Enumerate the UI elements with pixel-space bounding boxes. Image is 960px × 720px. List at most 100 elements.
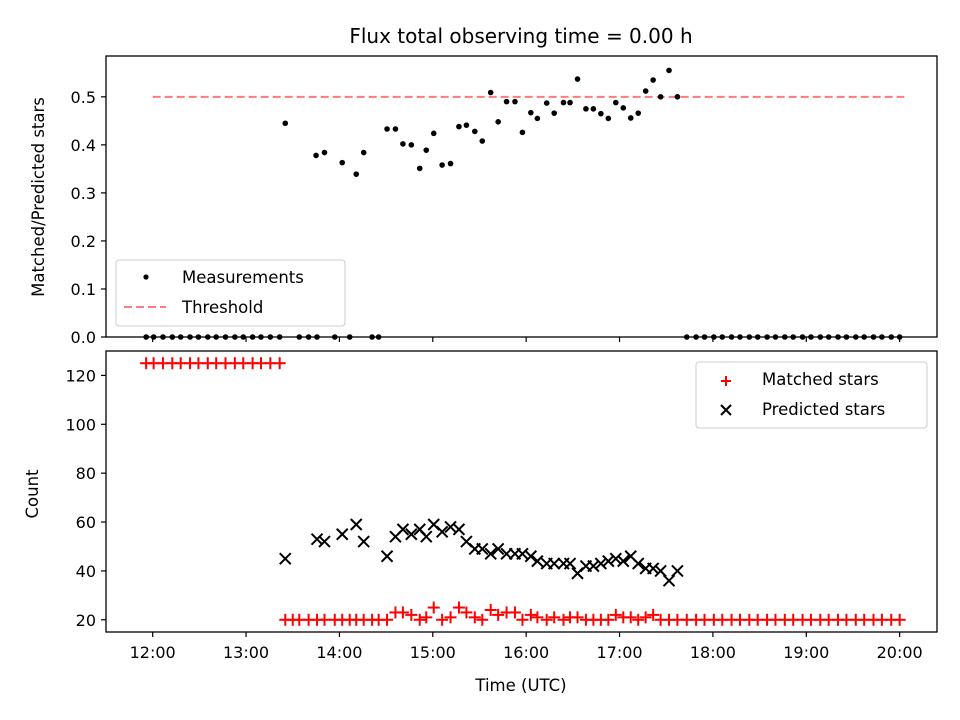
bottom-legend: Matched stars Predicted stars	[695, 361, 928, 429]
legend-matched-marker	[721, 376, 731, 386]
measurement-point	[560, 99, 567, 106]
matched-star-point	[405, 608, 418, 621]
measurement-point	[392, 126, 399, 132]
measurement-point	[177, 334, 184, 340]
measurement-point	[282, 120, 289, 127]
matched-star-point	[318, 613, 331, 626]
measurement-point	[711, 334, 717, 340]
measurement-point	[764, 334, 770, 340]
top-y-axis-label: Matched/Predicted stars	[29, 97, 48, 297]
predicted-star-point	[484, 547, 497, 561]
predicted-star-point	[350, 518, 363, 531]
measurement-point	[416, 165, 423, 172]
predicted-star-point	[396, 523, 410, 536]
matched-star-point	[396, 606, 409, 619]
measurement-point	[150, 334, 157, 340]
x-tick-label: 12:00	[130, 643, 176, 662]
bottom-y-tick-label: 80	[76, 464, 96, 483]
measurement-point	[213, 334, 219, 340]
legend-matched-label: Matched stars	[762, 370, 879, 389]
measurement-point	[701, 334, 708, 340]
x-tick-label: 18:00	[690, 643, 736, 662]
bottom-legend-box	[695, 361, 928, 429]
predicted-star-point	[632, 557, 645, 570]
predicted-star-point	[531, 554, 544, 568]
measurement-point	[160, 334, 166, 340]
bottom-panel: 20 40 60 80 100 120 12:00 13:00 14:00 15:00 16:00…	[23, 350, 938, 695]
predicted-star-point	[524, 550, 538, 563]
matched-star-point	[460, 606, 473, 619]
measurement-point	[487, 89, 494, 96]
measurement-point	[187, 334, 193, 340]
measurement-point	[728, 334, 735, 340]
matched-star-point	[548, 611, 561, 624]
measurement-point	[879, 334, 885, 340]
top-y-tick-label: 0.5	[71, 88, 96, 107]
matched-star-point	[540, 613, 553, 626]
measurement-point	[479, 138, 486, 144]
measurement-point	[512, 98, 518, 105]
measurement-point	[835, 334, 841, 340]
measurement-point	[808, 334, 814, 340]
predicted-star-point	[336, 528, 349, 541]
matched-star-point	[571, 611, 584, 624]
measurement-point	[353, 171, 360, 177]
measurement-point	[650, 77, 656, 83]
predicted-star-point	[405, 528, 418, 541]
top-panel: 0.0 0.1 0.2 0.3 0.4 0.5 Matched/Predicted sta…	[29, 55, 938, 347]
legend-predicted-marker	[720, 404, 732, 416]
predicted-star-point	[435, 525, 449, 539]
measurement-point	[666, 67, 672, 74]
measurement-point	[888, 334, 895, 340]
top-y-tick-label: 0.2	[71, 232, 96, 251]
measurement-point	[276, 334, 283, 340]
measurement-point	[267, 334, 274, 340]
measurement-point	[790, 334, 797, 340]
bottom-y-axis-label: Count	[23, 469, 42, 519]
bottom-x-axis-ticks: 12:00 13:00 14:00 15:00 16:00 17:00 18:00 19:00…	[130, 632, 923, 662]
measurement-point	[222, 334, 229, 340]
x-axis-label: Time (UTC)	[474, 676, 566, 695]
measurement-point	[423, 147, 430, 153]
matched-star-point	[557, 613, 570, 626]
matched-star-point	[508, 606, 521, 619]
predicted-star-point	[357, 535, 370, 548]
measurement-point	[574, 76, 581, 82]
matched-star-point	[452, 601, 465, 614]
matched-star-point	[893, 613, 906, 626]
measurement-point	[258, 334, 264, 340]
measurement-point	[642, 88, 649, 94]
matched-star-point	[468, 611, 481, 624]
x-tick-label: 14:00	[316, 643, 362, 662]
matched-star-point	[420, 611, 433, 624]
chart-title: Flux total observing time = 0.00 h	[349, 24, 692, 48]
top-y-axis-ticks: 0.0 0.1 0.2 0.3 0.4 0.5	[71, 88, 106, 347]
measurement-point	[583, 106, 589, 112]
measurement-point	[528, 109, 534, 116]
measurement-point	[534, 115, 541, 122]
predicted-star-point	[602, 554, 615, 568]
measurement-point	[896, 334, 903, 340]
measurement-point	[825, 334, 832, 340]
matched-stars-series	[140, 357, 906, 626]
matched-star-point	[531, 611, 544, 624]
x-tick-label: 16:00	[503, 643, 549, 662]
matched-star-point	[632, 613, 645, 626]
matched-star-point	[516, 613, 529, 626]
measurement-point	[447, 160, 454, 167]
matched-star-point	[647, 608, 660, 621]
measurement-point	[799, 334, 806, 340]
measurement-point	[456, 123, 462, 130]
predicted-star-point	[420, 530, 433, 543]
x-tick-label: 13:00	[223, 643, 269, 662]
measurement-point	[590, 106, 597, 112]
bottom-y-tick-label: 100	[65, 415, 96, 434]
predicted-star-point	[646, 562, 660, 575]
matched-star-point	[273, 357, 286, 370]
measurement-point	[613, 99, 619, 106]
measurement-point	[852, 334, 859, 340]
x-tick-label: 15:00	[410, 643, 456, 662]
measurement-point	[472, 128, 478, 135]
measurement-point	[843, 334, 850, 340]
measurement-point	[400, 141, 406, 147]
